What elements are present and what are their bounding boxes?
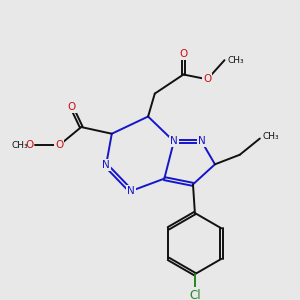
Text: CH₃: CH₃ — [11, 141, 28, 150]
Text: CH₃: CH₃ — [263, 132, 279, 141]
Text: O: O — [203, 74, 212, 84]
Text: O: O — [179, 50, 188, 59]
Text: O: O — [25, 140, 34, 150]
Text: CH₃: CH₃ — [227, 56, 244, 65]
Text: N: N — [170, 136, 178, 146]
Text: N: N — [198, 136, 206, 146]
Text: Cl: Cl — [189, 289, 201, 300]
Text: N: N — [127, 186, 135, 196]
Text: O: O — [55, 140, 63, 150]
Text: N: N — [102, 160, 110, 170]
Text: O: O — [68, 102, 76, 112]
